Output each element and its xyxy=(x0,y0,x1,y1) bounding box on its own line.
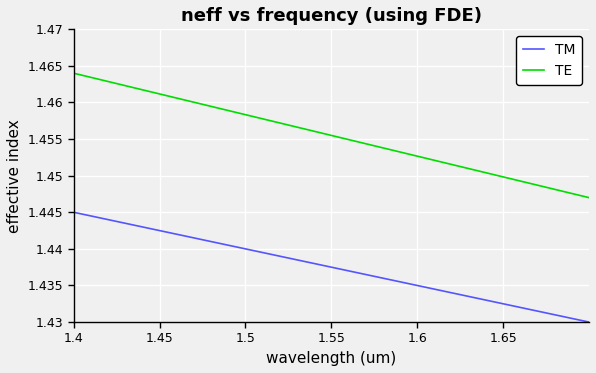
X-axis label: wavelength (um): wavelength (um) xyxy=(266,351,396,366)
TE xyxy=(504,176,511,180)
TM xyxy=(504,303,511,307)
TM xyxy=(585,320,592,324)
TM xyxy=(377,275,384,280)
Y-axis label: effective index: effective index xyxy=(7,119,22,232)
TE xyxy=(72,71,79,76)
TE xyxy=(70,71,77,75)
TE xyxy=(585,195,592,200)
TM xyxy=(375,275,383,279)
Title: neff vs frequency (using FDE): neff vs frequency (using FDE) xyxy=(181,7,482,25)
Line: TE: TE xyxy=(74,73,589,198)
TE xyxy=(377,145,384,150)
Legend: TM, TE: TM, TE xyxy=(516,36,582,85)
TE xyxy=(386,147,393,151)
TM xyxy=(537,310,544,314)
TM xyxy=(72,210,79,215)
TE xyxy=(375,145,383,149)
TE xyxy=(537,184,544,188)
TM xyxy=(70,210,77,214)
Line: TM: TM xyxy=(74,212,589,322)
TM xyxy=(386,277,393,282)
